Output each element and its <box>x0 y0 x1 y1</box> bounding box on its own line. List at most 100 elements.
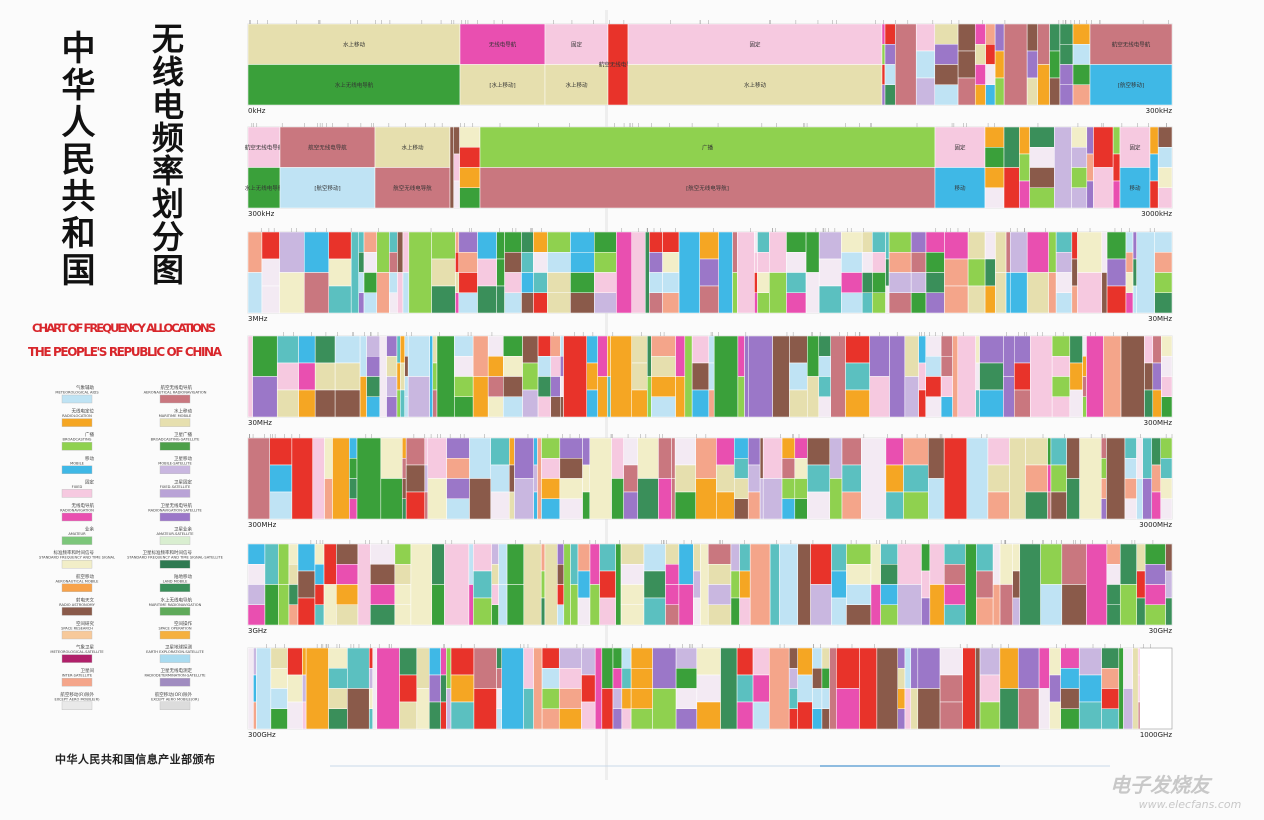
allocation-block <box>459 126 481 148</box>
legend-swatch <box>61 536 93 545</box>
allocation-block <box>458 231 478 253</box>
allocation-block <box>389 231 398 253</box>
band-start: 300kHz <box>248 210 275 218</box>
allocation-block <box>506 543 525 585</box>
allocation-block <box>450 647 475 676</box>
allocation-block <box>468 584 474 626</box>
allocation-block <box>894 23 917 106</box>
legend-zh: 射电天文 <box>76 596 94 603</box>
band-start: 30MHz <box>248 419 272 427</box>
legend-swatch <box>61 560 93 569</box>
allocation-block <box>1086 335 1104 418</box>
allocation-block <box>427 437 447 479</box>
allocation-block <box>506 584 525 626</box>
allocation-block <box>631 362 648 391</box>
allocation-block <box>781 458 796 479</box>
allocation-block <box>541 498 561 520</box>
allocation-block <box>944 285 969 314</box>
allocation-block <box>1161 335 1173 357</box>
allocation-block <box>869 376 890 418</box>
allocation-block <box>436 335 455 418</box>
allocation-block <box>570 543 579 585</box>
allocation-block <box>577 570 591 599</box>
allocation-block <box>504 252 522 273</box>
allocation-block <box>872 292 886 314</box>
allocation-block <box>708 362 715 391</box>
allocation-block <box>699 231 719 260</box>
legend-zh: 卫星业余 <box>174 526 192 533</box>
allocation-block <box>623 464 639 493</box>
allocation-block <box>498 584 508 626</box>
allocation-block <box>1049 674 1061 703</box>
allocation-block <box>985 23 996 45</box>
allocation-block <box>999 543 1013 585</box>
legend-zh: 空间操作 <box>174 620 192 627</box>
allocation-block <box>884 64 896 85</box>
allocation-block <box>1132 231 1137 260</box>
allocation-block <box>560 376 564 397</box>
allocation-block <box>336 543 359 565</box>
allocation-block <box>984 126 1005 148</box>
allocation-block <box>581 647 596 676</box>
legend-swatch <box>159 536 191 545</box>
allocation-block <box>298 389 316 418</box>
allocation-block <box>1026 50 1038 79</box>
allocation-block <box>915 77 936 106</box>
allocation-block <box>541 458 561 479</box>
allocation-block <box>298 335 316 364</box>
allocation-block <box>314 584 325 605</box>
allocation-block <box>1093 126 1114 168</box>
allocation-block <box>298 362 316 391</box>
allocation-block <box>651 376 676 397</box>
legend-swatch <box>159 678 191 687</box>
allocation-block <box>487 335 504 357</box>
allocation-block <box>1055 252 1073 273</box>
allocation-block <box>612 647 623 669</box>
allocation-block <box>1101 647 1120 669</box>
allocation-block <box>1029 167 1055 188</box>
allocation-block <box>621 708 632 730</box>
allocation-block <box>1106 584 1121 605</box>
legend-zh: 航空无线电导航 <box>161 384 193 391</box>
subtitle-zh: 无线电频率划分图 <box>147 22 185 286</box>
allocation-block <box>1072 84 1091 106</box>
allocation-block <box>1025 491 1048 520</box>
allocation-block <box>707 543 732 565</box>
allocation-block <box>1029 126 1055 148</box>
allocation-block <box>1012 570 1021 599</box>
allocation-block <box>846 604 872 626</box>
legend-en: EARTH EXPLORATION-SATELLITE <box>146 650 204 654</box>
allocation-block <box>522 389 539 418</box>
allocation-block <box>696 674 721 703</box>
allocation-block <box>979 362 1004 391</box>
allocation-block <box>904 647 912 689</box>
allocation-block <box>570 272 595 293</box>
allocation-block <box>269 437 293 466</box>
allocation-label: [航空无线电导航] <box>686 184 729 192</box>
allocation-block <box>623 437 639 466</box>
allocation-block <box>927 437 945 479</box>
allocation-block <box>477 231 497 260</box>
allocation-block <box>841 464 862 493</box>
allocation-block <box>397 231 404 273</box>
allocation-block <box>599 570 616 599</box>
allocation-block <box>918 335 926 364</box>
allocation-block <box>1051 396 1071 418</box>
allocation-block <box>372 647 378 730</box>
allocation-block <box>401 498 407 520</box>
allocation-block <box>975 362 980 391</box>
allocation-block <box>1154 292 1173 314</box>
allocation-label: 水上无线电导航 <box>335 81 374 89</box>
legend-zh: 业余 <box>85 526 94 533</box>
allocation-block <box>253 701 257 730</box>
allocation-block <box>279 272 305 314</box>
allocation-block <box>349 478 358 499</box>
title-en-2: THE PEOPLE'S REPUBLIC OF CHINA <box>28 345 223 359</box>
band-end: 3000MHz <box>1139 521 1172 529</box>
allocation-block <box>541 668 560 689</box>
legend-zh: 空间研究 <box>76 620 94 627</box>
allocation-block <box>396 335 401 364</box>
allocation-block <box>589 543 600 585</box>
allocation-block <box>1101 708 1120 730</box>
allocation-block <box>897 708 906 730</box>
